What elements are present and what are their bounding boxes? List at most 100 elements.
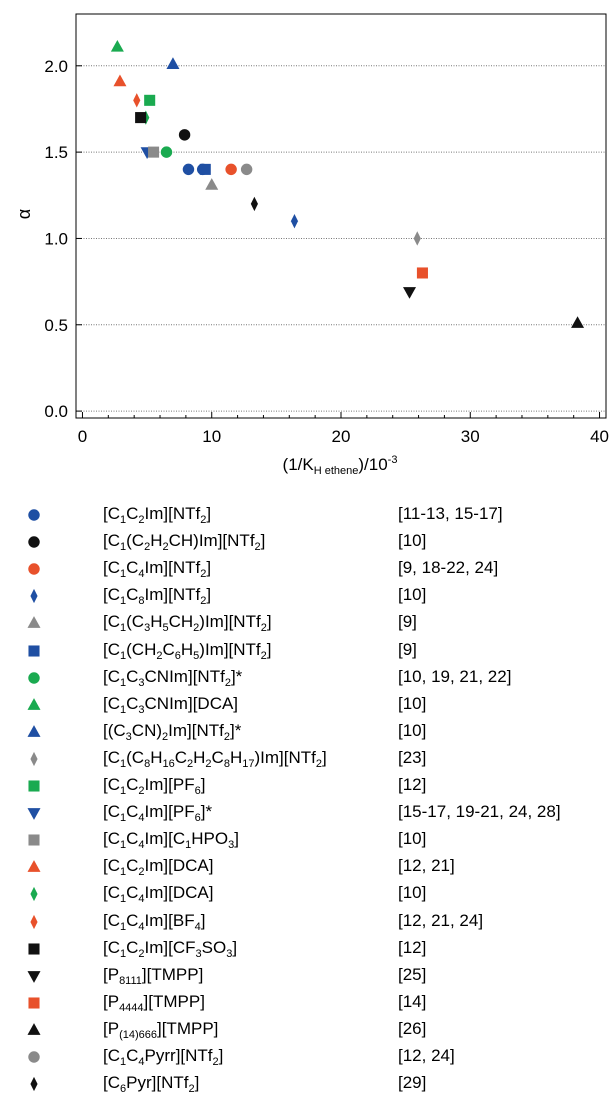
legend-item: [C1(C2H2CH)Im][NTf2] [10] — [0, 529, 615, 555]
legend-marker-shape — [27, 808, 41, 820]
legend-marker-triangle-up-icon — [27, 724, 41, 737]
data-point-c1-c8h16c2h2c8h17-im-ntf2 — [413, 231, 421, 246]
legend-marker-shape — [27, 697, 41, 710]
legend-item: [C1C4Im][PF6]* [15-17, 19-21, 24, 28] — [0, 800, 615, 826]
legend-marker-diamond-icon — [30, 887, 38, 902]
legend-marker-square-icon — [28, 997, 40, 1009]
legend-item: [C1C2Im][NTf2] [11-13, 15-17] — [0, 502, 615, 528]
legend-label: [C1C3CNIm][NTf2]* — [103, 666, 243, 689]
legend-marker-circle-icon — [28, 1051, 40, 1063]
legend-marker-shape — [27, 616, 41, 629]
legend-marker-triangle-down-icon — [27, 970, 41, 983]
legend-marker-shape — [27, 860, 41, 873]
legend-item: [(C3CN)2Im][NTf2]* [10] — [0, 719, 615, 745]
legend-item: [P4444][TMPP] [14] — [0, 990, 615, 1016]
legend-marker-shape — [28, 509, 40, 521]
legend-marker-shape — [28, 671, 40, 684]
legend-marker-shape — [30, 887, 38, 902]
legend-item: [C1(C8H16C2H2C8H17)Im][NTf2] [23] — [0, 746, 615, 772]
legend-item: [C1C2Im][PF6] [12] — [0, 773, 615, 799]
grid-lines — [76, 65, 606, 412]
legend-label: [C1C4Im][DCA] — [103, 883, 214, 906]
legend-marker-diamond-icon — [30, 751, 38, 767]
data-point-c6pyr-ntf2 — [250, 196, 258, 212]
legend-item: [C1(C3H5CH2)Im][NTf2] [9] — [0, 610, 615, 636]
x-axis-label-sub: H ethene — [314, 465, 359, 477]
legend-label: [C1(C2H2CH)Im][NTf2] — [103, 531, 266, 554]
y-tick-label: 0.5 — [44, 316, 68, 335]
data-point-c1-c3h5ch2-im-ntf2 — [205, 178, 219, 190]
legend-label: [C1C2Im][PF6] — [103, 775, 206, 797]
legend-marker-triangle-up-icon — [27, 1023, 41, 1035]
legend-label: [(C3CN)2Im][NTf2]* — [103, 720, 242, 743]
x-axis-label-sup: -3 — [388, 454, 398, 466]
legend-marker-circle-icon — [28, 563, 40, 575]
legend-marker-shape — [30, 914, 38, 929]
legend-label: [C1C4Im][C1HPO3] — [103, 829, 239, 852]
legend-item: [C1C4Im][BF4] [12, 21, 24] — [0, 909, 615, 935]
y-tick-label: 1.0 — [44, 229, 68, 248]
data-point-c1c2im-cf3so3 — [135, 112, 147, 124]
axis-ticks: 0.0 0.5 1.0 1.5 2.0 0 10 20 30 40 — [44, 57, 609, 446]
data-point-c1c2im-ntf2 — [182, 163, 195, 176]
legend-marker-shape — [28, 834, 40, 846]
legend-label: [C1C4Im][PF6]* — [103, 802, 213, 825]
data-point-c1c4im-c1hpo3 — [148, 146, 160, 158]
legend-reference: [12, 21, 24] — [398, 910, 484, 930]
y-tick-label: 1.5 — [44, 143, 68, 162]
legend-label: [C1C2Im][CF3SO3] — [103, 937, 238, 960]
legend-marker-shape — [28, 1051, 40, 1063]
y-tick-label: 2.0 — [44, 57, 68, 76]
x-axis-label-pre: (1/K — [283, 455, 315, 474]
legend-reference: [10] — [398, 720, 427, 740]
legend-reference: [10] — [398, 829, 427, 849]
data-point-p4444-tmpp — [416, 267, 428, 279]
legend-marker-shape — [28, 563, 40, 575]
legend-marker-circle-icon — [28, 671, 40, 684]
legend-marker-shape — [30, 1076, 38, 1092]
data-point-c1-c2h2ch-im-ntf2 — [178, 129, 191, 141]
legend-reference: [29] — [398, 1073, 427, 1093]
legend-item: [C1C8Im][NTf2] [10] — [0, 583, 615, 609]
legend-reference: [10] — [398, 531, 427, 551]
legend-reference: [10] — [398, 585, 427, 605]
legend-item: [C6Pyr][NTf2] [29] — [0, 1071, 615, 1097]
legend-item: [C1C2Im][DCA] [12, 21] — [0, 854, 615, 880]
scatter-chart: 0.0 0.5 1.0 1.5 2.0 0 10 20 30 40 α (1/KH ethene)… — [14, 13, 609, 477]
legend-item: [P(14)666][TMPP] [26] — [0, 1017, 615, 1043]
x-axis-label-mid: )/10 — [358, 455, 387, 474]
legend-marker-triangle-up-icon — [27, 697, 41, 710]
legend-marker-shape — [28, 997, 40, 1009]
y-tick-label: 0.0 — [44, 402, 68, 421]
legend-marker-circle-icon — [28, 509, 40, 521]
plot-frame — [75, 13, 607, 419]
legend-marker-triangle-up-icon — [27, 616, 41, 629]
legend-label: [C1C2Im][NTf2] — [103, 504, 212, 526]
legend-item: [P8111][TMPP] [25] — [0, 963, 615, 989]
legend-item: [C1C3CNIm][NTf2]* [10, 19, 21, 22] — [0, 665, 615, 691]
legend-marker-shape — [28, 536, 40, 548]
legend-marker-triangle-down-icon — [27, 808, 41, 820]
x-axis-label: (1/KH ethene)/10-3 — [283, 454, 398, 477]
data-point-c1c4im-bf4 — [133, 93, 141, 108]
legend-marker-shape — [30, 751, 38, 767]
legend-marker-diamond-icon — [30, 914, 38, 929]
data-point-c1c2im-dca — [113, 74, 127, 87]
legend-reference: [10] — [398, 883, 427, 903]
legend-marker-shape — [28, 943, 40, 955]
legend-label: [C1(C8H16C2H2C8H17)Im][NTf2] — [103, 747, 327, 770]
legend-reference: [12] — [398, 775, 427, 794]
legend-marker-shape — [27, 724, 41, 737]
legend-label: [C1C3CNIm][DCA] — [103, 693, 239, 716]
legend-item: [C1C4Im][DCA] [10] — [0, 881, 615, 907]
legend-marker-circle-icon — [28, 536, 40, 548]
legend-reference: [11-13, 15-17] — [398, 504, 503, 523]
x-tick-label: 30 — [461, 427, 480, 446]
legend-marker-shape — [27, 1023, 41, 1035]
legend-marker-shape — [28, 780, 40, 792]
legend-reference: [12, 21] — [398, 856, 455, 876]
legend-reference: [25] — [398, 964, 427, 984]
legend-marker-shape — [28, 644, 40, 657]
legend-label: [C1C4Pyrr][NTf2] — [103, 1046, 224, 1068]
legend-item: [C1C3CNIm][DCA] [10] — [0, 692, 615, 718]
